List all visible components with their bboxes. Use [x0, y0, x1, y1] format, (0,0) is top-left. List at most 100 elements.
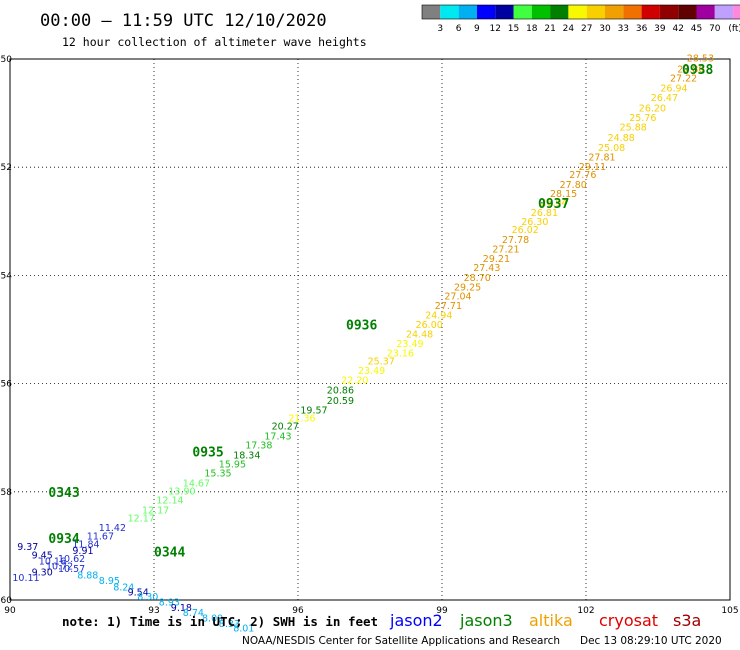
data-point-label: 9.54 — [128, 588, 149, 599]
colorbar-swatch — [440, 5, 459, 19]
colorbar-label: 70 — [709, 24, 721, 34]
data-point-label: 11.84 — [72, 540, 99, 551]
data-point-label: 12.14 — [156, 496, 183, 507]
data-point-label: 9.18 — [171, 603, 192, 614]
colorbar-swatch — [714, 5, 734, 19]
colorbar-swatch — [568, 5, 587, 19]
chart-subtitle: 12 hour collection of altimeter wave hei… — [62, 35, 367, 49]
data-point-label: 18.34 — [233, 450, 260, 461]
data-point-label: 25.37 — [368, 357, 395, 368]
data-point-label: 24.88 — [608, 133, 635, 144]
data-point-label: 27.80 — [677, 65, 704, 76]
data-point-label: 8.30 — [137, 592, 158, 603]
satellite-legend-altika: altika — [529, 611, 573, 630]
data-point-label: 8.74 — [183, 608, 204, 619]
data-point-label: 27.76 — [569, 170, 596, 181]
data-point-label: 23.16 — [387, 349, 414, 360]
colorbar-label: 15 — [508, 24, 519, 34]
data-point-label: 15.95 — [219, 459, 246, 470]
data-point-label: 27.78 — [502, 235, 529, 246]
data-point-label: 26.30 — [521, 217, 548, 228]
data-point-label: 9.30 — [32, 568, 53, 579]
plot-area: 90939699102105-50-52-54-56-58-6028.5327.… — [0, 54, 739, 635]
data-point-label: 24.94 — [425, 311, 452, 322]
colorbar-frame — [421, 4, 740, 20]
data-point-label: 24.48 — [406, 330, 433, 341]
colorbar-swatch — [458, 5, 477, 19]
data-point-label: 23.49 — [396, 339, 423, 350]
x-tick-label: 90 — [4, 606, 16, 616]
colorbar-label: 9 — [474, 24, 480, 34]
satellite-legend-jason3: jason3 — [459, 611, 513, 630]
colorbar-swatch — [641, 5, 660, 19]
colorbar-swatch — [531, 5, 551, 19]
colorbar-label: 33 — [618, 24, 629, 34]
data-point-label: 20.59 — [327, 396, 354, 407]
data-point-label: 14.67 — [183, 478, 210, 489]
colorbar-swatch — [696, 5, 715, 19]
x-tick-label: 93 — [148, 606, 159, 616]
colorbar-label: 30 — [599, 24, 611, 34]
data-point-label: 25.76 — [629, 113, 656, 124]
colorbar-label: 45 — [691, 24, 702, 34]
colorbar-label: 12 — [489, 24, 500, 34]
data-point-label: 26.00 — [416, 320, 443, 331]
data-point-label: 13.90 — [168, 487, 195, 498]
colorbar-label: (ft) — [728, 24, 740, 34]
pass-time-label: 0937 — [538, 197, 569, 212]
colorbar-label: 42 — [672, 24, 683, 34]
x-tick-label: 105 — [721, 606, 738, 616]
x-tick-label: 96 — [292, 606, 304, 616]
satellite-legend-jason2: jason2 — [389, 611, 443, 630]
data-point-label: 8.95 — [99, 576, 120, 587]
data-point-label: 10.62 — [58, 554, 85, 565]
colorbar-label: 6 — [456, 24, 462, 34]
y-tick-label: -52 — [0, 163, 12, 173]
data-point-label: 26.94 — [540, 198, 567, 209]
colorbar-swatch — [495, 5, 514, 19]
data-point-label: 28.15 — [550, 189, 577, 200]
data-point-label: 27.04 — [444, 292, 471, 303]
y-tick-label: -50 — [0, 55, 12, 65]
data-point-label: 11.67 — [87, 531, 114, 542]
colorbar-swatch — [476, 5, 496, 19]
data-point-label: 22.20 — [341, 376, 368, 387]
data-point-label: 10.16 — [39, 556, 66, 567]
data-point-label: 15.35 — [204, 469, 231, 480]
pass-time-label: 0936 — [346, 319, 377, 334]
data-point-label: 28.53 — [687, 54, 714, 65]
pass-time-label: 0935 — [192, 446, 223, 461]
colorbar-swatch — [586, 5, 605, 19]
data-point-label: 28.70 — [464, 273, 491, 284]
data-point-label: 17.43 — [264, 431, 291, 442]
footer-note: note: 1) Time is in UTC; 2) SWH is in fe… — [62, 614, 378, 629]
data-point-label: 23.49 — [358, 366, 385, 377]
data-point-label: 27.81 — [588, 153, 615, 164]
data-point-label: 25.08 — [598, 143, 625, 154]
data-point-label: 26.94 — [660, 83, 687, 94]
data-point-label: 11.42 — [99, 523, 126, 534]
colorbar-swatch — [623, 5, 642, 19]
colorbar-label: 21 — [544, 24, 555, 34]
data-point-label: 27.43 — [473, 263, 500, 274]
data-point-label: 10.72 — [46, 562, 73, 573]
colorbar-label: 24 — [563, 24, 575, 34]
data-point-label: 27.22 — [670, 74, 697, 85]
data-point-label: 27.21 — [492, 245, 519, 256]
satellite-legend: jason2 jason3 altika cryosat s3a — [389, 611, 701, 630]
data-point-label: 8.24 — [113, 582, 134, 593]
data-point-label: 20.86 — [327, 385, 354, 396]
data-point-label: 9.91 — [72, 546, 93, 557]
colorbar-label: 3 — [437, 24, 443, 34]
colorbar-swatch — [422, 5, 441, 19]
data-point-label: 17.38 — [245, 441, 272, 452]
data-point-label: 21.36 — [288, 413, 315, 424]
colorbar-swatch — [733, 5, 740, 19]
data-point-label: 29.21 — [483, 254, 510, 265]
colorbar-swatch — [550, 5, 569, 19]
data-point-label: 25.88 — [620, 122, 647, 133]
data-point-label: 19.57 — [300, 405, 327, 416]
chart-title: 00:00 – 11:59 UTC 12/10/2020 — [40, 11, 327, 31]
data-point-label: 8.01 — [233, 623, 254, 634]
